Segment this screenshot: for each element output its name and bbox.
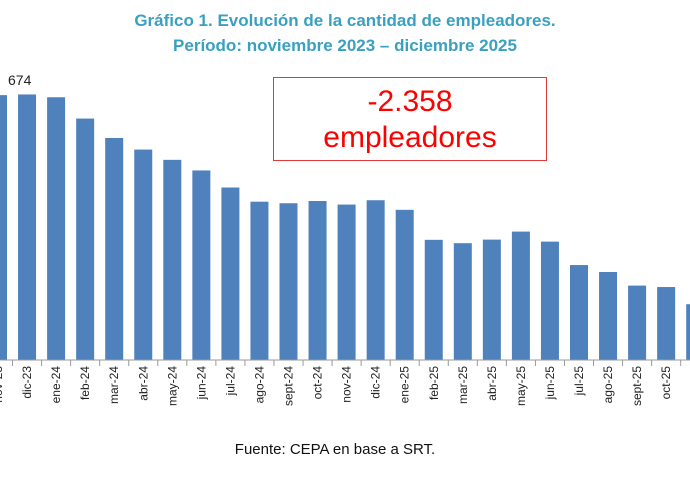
bar-jun-25 bbox=[540, 241, 559, 360]
bar-mar-24 bbox=[105, 137, 124, 360]
x-tick-label-dic-23: dic-23 bbox=[20, 366, 34, 399]
x-tick-label-jul-25: jul-25 bbox=[572, 366, 586, 397]
bar-may-25 bbox=[511, 231, 530, 360]
x-tick-label-sept-24: sept-24 bbox=[282, 366, 296, 406]
bar-nov-23 bbox=[0, 95, 7, 360]
bar-feb-24 bbox=[76, 118, 95, 360]
data-label-nov-23: 674 bbox=[8, 72, 32, 88]
bar-may-24 bbox=[163, 159, 182, 360]
bar-abr-25 bbox=[482, 239, 501, 360]
x-tick-label-feb-25: feb-25 bbox=[427, 366, 441, 400]
x-tick-label-jun-24: jun-24 bbox=[194, 366, 208, 401]
bar-feb-25 bbox=[424, 239, 443, 360]
change-callout: -2.358 empleadores bbox=[273, 77, 547, 161]
x-axis-ticks bbox=[12, 360, 682, 366]
x-tick-label-mar-24: mar-24 bbox=[107, 366, 121, 404]
callout-label: empleadores bbox=[323, 121, 497, 154]
x-tick-label-nov-23: nov-23 bbox=[0, 366, 5, 403]
bar-ago-25 bbox=[599, 271, 618, 360]
bars-layer bbox=[0, 94, 690, 361]
x-tick-label-ago-24: ago-24 bbox=[252, 366, 266, 404]
x-tick-label-abr-24: abr-24 bbox=[136, 366, 150, 401]
x-tick-label-ene-25: ene-25 bbox=[398, 366, 412, 404]
bar-abr-24 bbox=[134, 149, 153, 360]
data-labels: 674 bbox=[8, 72, 32, 88]
x-axis-tick-labels: nov-23 dic-23 ene-24 feb-24 mar-24 abr-24 may-… bbox=[0, 366, 690, 406]
x-tick-label-abr-25: abr-25 bbox=[485, 366, 499, 401]
bar-jul-25 bbox=[570, 265, 588, 360]
x-tick-label-feb-24: feb-24 bbox=[78, 366, 92, 400]
bar-sept-24 bbox=[279, 203, 298, 360]
bar-nov-25 bbox=[686, 304, 690, 360]
bar-oct-25 bbox=[657, 287, 676, 360]
bar-dic-24 bbox=[366, 200, 385, 360]
chart-title-line2: Período: noviembre 2023 – diciembre 2025 bbox=[173, 36, 517, 55]
x-tick-label-may-25: may-25 bbox=[514, 366, 528, 406]
x-tick-label-jul-24: jul-24 bbox=[223, 366, 237, 397]
bar-ene-25 bbox=[395, 209, 414, 360]
x-tick-label-mar-25: mar-25 bbox=[456, 366, 470, 404]
x-tick-label-ene-24: ene-24 bbox=[49, 366, 63, 404]
bar-oct-24 bbox=[308, 201, 327, 360]
bar-ago-24 bbox=[250, 201, 269, 360]
bar-ene-24 bbox=[47, 97, 66, 360]
bar-mar-25 bbox=[453, 243, 472, 360]
x-tick-label-ago-25: ago-25 bbox=[601, 366, 615, 404]
x-tick-label-nov-25: nov-25 bbox=[688, 366, 690, 403]
x-tick-label-nov-24: nov-24 bbox=[340, 366, 354, 403]
x-tick-label-dic-24: dic-24 bbox=[369, 366, 383, 399]
callout-value: -2.358 bbox=[367, 85, 453, 118]
chart-title-line1: Gráfico 1. Evolución de la cantidad de e… bbox=[134, 11, 556, 30]
bar-nov-24 bbox=[337, 204, 356, 360]
x-tick-label-jun-25: jun-25 bbox=[543, 366, 557, 401]
x-tick-label-oct-25: oct-25 bbox=[659, 366, 673, 400]
bar-jul-24 bbox=[221, 187, 240, 360]
x-tick-label-oct-24: oct-24 bbox=[311, 366, 325, 400]
chart-title: Gráfico 1. Evolución de la cantidad de e… bbox=[0, 8, 690, 58]
x-tick-label-may-24: may-24 bbox=[165, 366, 179, 406]
bar-jun-24 bbox=[192, 170, 211, 360]
bar-dic-23 bbox=[18, 94, 37, 361]
bar-sept-25 bbox=[628, 285, 647, 360]
source-note: Fuente: CEPA en base a SRT. bbox=[234, 441, 436, 458]
x-tick-label-sept-25: sept-25 bbox=[630, 366, 644, 406]
